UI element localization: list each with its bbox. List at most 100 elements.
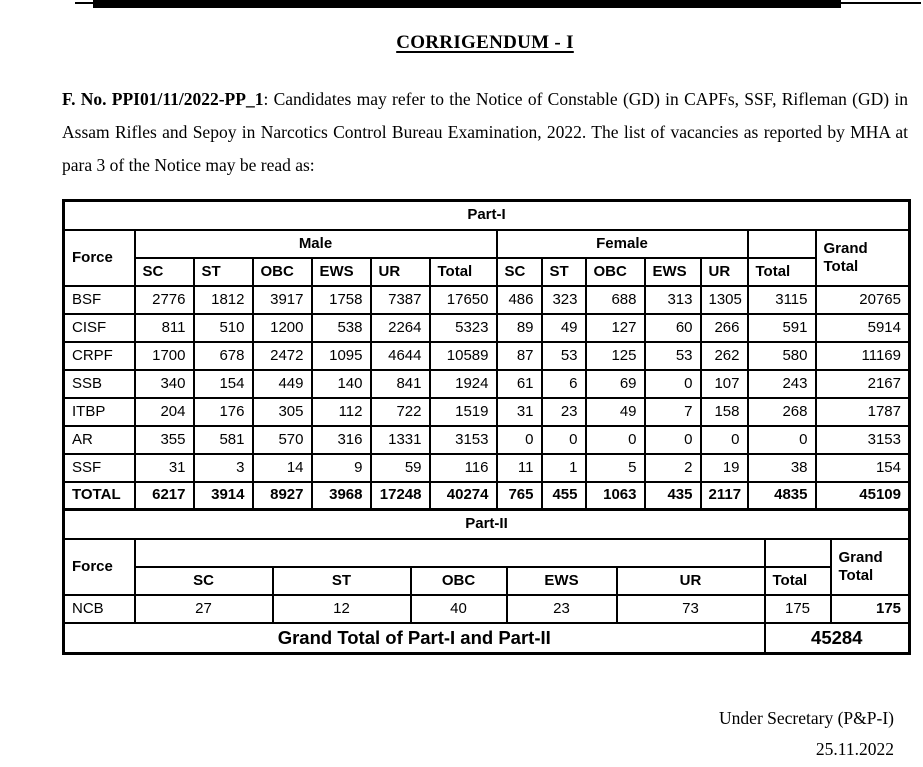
part1-vacancy-table: Part-I Force Male Female Grand Total SC … [62, 199, 911, 511]
value-cell: 140 [310, 368, 372, 399]
value-cell: 14 [251, 452, 313, 483]
value-cell: 316 [310, 424, 372, 455]
female-ur-header: UR [699, 256, 749, 287]
value-cell: 73 [615, 593, 766, 624]
table-row-ar: AR 355 581 570 316 1331 3153 0 0 0 0 0 0… [62, 424, 911, 455]
value-cell: 305 [251, 396, 313, 427]
value-cell: 27 [133, 593, 274, 624]
value-cell: 61 [495, 368, 543, 399]
value-cell: 2264 [369, 312, 431, 343]
male-obc-header: OBC [251, 256, 313, 287]
value-cell: 313 [643, 284, 702, 315]
st-header: ST [271, 565, 412, 596]
value-cell: 5914 [814, 312, 911, 343]
value-cell: 1812 [192, 284, 254, 315]
part1-title-row: Part-I [62, 199, 911, 231]
male-sc-header: SC [133, 256, 195, 287]
force-column-header: Force [62, 228, 136, 287]
value-cell: 5323 [428, 312, 498, 343]
value-cell: 116 [428, 452, 498, 483]
value-cell: 23 [505, 593, 618, 624]
value-cell: 87 [495, 340, 543, 371]
part2-title-row: Part-II [62, 508, 911, 540]
value-cell: 538 [310, 312, 372, 343]
vacancy-tables: Part-I Force Male Female Grand Total SC … [62, 199, 912, 655]
value-cell: 1700 [133, 340, 195, 371]
part1-group-header-row: Force Male Female Grand Total [62, 228, 911, 287]
total-value-cell: 455 [540, 480, 587, 511]
total-value-cell: 3968 [310, 480, 372, 511]
value-cell: 6 [540, 368, 587, 399]
value-cell: 591 [746, 312, 817, 343]
value-cell: 0 [584, 424, 646, 455]
value-cell: 1200 [251, 312, 313, 343]
part2-grand-total-header: Grand Total [829, 537, 911, 596]
value-cell: 268 [746, 396, 817, 427]
value-cell: 0 [540, 424, 587, 455]
value-cell: 262 [699, 340, 749, 371]
total-label-cell: TOTAL [62, 480, 136, 511]
part2-category-header-row: SC ST OBC EWS UR Total [64, 565, 910, 596]
value-cell: 678 [192, 340, 254, 371]
value-cell: 12 [271, 593, 412, 624]
value-cell: 580 [746, 340, 817, 371]
female-group-header: Female [495, 228, 749, 259]
total-value-cell: 8927 [251, 480, 313, 511]
total-value-cell: 17248 [369, 480, 431, 511]
value-cell: 69 [584, 368, 646, 399]
value-cell: 9 [310, 452, 372, 483]
female-sc-header: SC [495, 256, 543, 287]
value-cell: 486 [495, 284, 543, 315]
part1-category-header-row: SC ST OBC EWS UR Total SC ST OBC EWS UR … [64, 256, 910, 287]
value-cell: 570 [251, 424, 313, 455]
male-total-header: Total [428, 256, 498, 287]
ur-header: UR [615, 565, 766, 596]
table-row-ncb: NCB 27 12 40 23 73 175 175 [62, 593, 911, 624]
force-cell: SSB [62, 368, 136, 399]
value-cell: 154 [814, 452, 911, 483]
value-cell: 60 [643, 312, 702, 343]
value-cell: 59 [369, 452, 431, 483]
total-value-cell: 175 [763, 593, 832, 624]
value-cell: 19 [699, 452, 749, 483]
signature-date: 25.11.2022 [815, 739, 894, 759]
signature-designation: Under Secretary (P&P-I) [719, 708, 894, 728]
value-cell: 49 [540, 312, 587, 343]
value-cell: 31 [133, 452, 195, 483]
value-cell: 2776 [133, 284, 195, 315]
table-row-itbp: ITBP 204 176 305 112 722 1519 31 23 49 7… [62, 396, 911, 427]
total-value-cell: 435 [643, 480, 702, 511]
value-cell: 204 [133, 396, 195, 427]
value-cell: 31 [495, 396, 543, 427]
total-value-cell: 45109 [814, 480, 911, 511]
table-row-bsf: BSF 2776 1812 3917 1758 7387 17650 486 3… [62, 284, 911, 315]
value-cell: 1305 [699, 284, 749, 315]
male-st-header: ST [192, 256, 254, 287]
female-ews-header: EWS [643, 256, 702, 287]
male-ur-header: UR [369, 256, 431, 287]
total-value-cell: 4835 [746, 480, 817, 511]
value-cell: 3153 [814, 424, 911, 455]
value-cell: 841 [369, 368, 431, 399]
female-st-header: ST [540, 256, 587, 287]
value-cell: 89 [495, 312, 543, 343]
male-ews-header: EWS [310, 256, 372, 287]
scan-artifact-bar [93, 0, 841, 8]
female-obc-header: OBC [584, 256, 646, 287]
empty-cell [763, 537, 832, 568]
document-page: CORRIGENDUM - I F. No. PPI01/11/2022-PP_… [62, 0, 912, 765]
force-cell: CRPF [62, 340, 136, 371]
value-cell: 154 [192, 368, 254, 399]
value-cell: 38 [746, 452, 817, 483]
value-cell: 10589 [428, 340, 498, 371]
female-total-header: Total [746, 256, 817, 287]
value-cell: 40 [409, 593, 508, 624]
total-value-cell: 6217 [133, 480, 195, 511]
table-row-total: TOTAL 6217 3914 8927 3968 17248 40274 76… [62, 480, 911, 511]
total-value-cell: 1063 [584, 480, 646, 511]
value-cell: 811 [133, 312, 195, 343]
value-cell: 3115 [746, 284, 817, 315]
ews-header: EWS [505, 565, 618, 596]
value-cell: 7387 [369, 284, 431, 315]
file-reference-number: F. No. PPI01/11/2022-PP_1 [62, 89, 264, 109]
